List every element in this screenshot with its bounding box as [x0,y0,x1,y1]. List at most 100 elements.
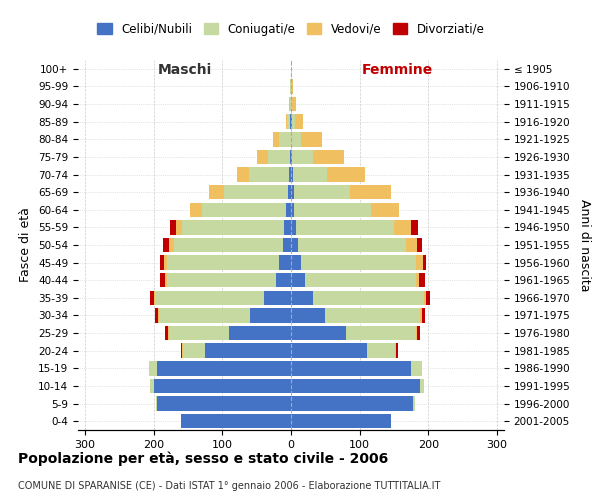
Bar [182,220,284,234]
Bar [346,326,416,340]
Bar [229,326,291,340]
Bar [301,256,416,270]
Bar [298,238,406,252]
Bar [413,396,415,411]
Bar [278,256,291,270]
Bar [154,378,291,393]
Bar [155,396,157,411]
Bar [416,256,423,270]
Bar [291,396,413,411]
Bar [286,202,291,217]
Text: Femmine: Femmine [362,62,433,76]
Bar [293,168,328,181]
Bar [291,273,305,287]
Bar [289,97,290,112]
Bar [287,114,290,129]
Bar [167,273,276,287]
Bar [249,168,289,181]
Bar [420,378,424,393]
Bar [427,290,430,305]
Bar [291,290,313,305]
Bar [395,344,396,358]
Bar [273,132,278,146]
Bar [291,238,298,252]
Bar [420,308,422,322]
Bar [278,132,291,146]
Bar [422,308,425,322]
Bar [396,344,398,358]
Bar [291,202,295,217]
Bar [291,344,367,358]
Bar [291,150,292,164]
Bar [290,97,291,112]
Bar [394,220,411,234]
Bar [157,396,291,411]
Bar [159,308,250,322]
Bar [411,220,418,234]
Bar [328,168,365,181]
Bar [170,220,176,234]
Bar [182,344,183,358]
Bar [167,256,278,270]
Bar [291,220,296,234]
Bar [294,185,350,200]
Bar [202,202,286,217]
Bar [237,168,249,181]
Text: Maschi: Maschi [157,62,212,76]
Bar [284,220,291,234]
Bar [295,114,304,129]
Bar [406,238,417,252]
Bar [290,79,291,94]
Bar [165,273,167,287]
Bar [268,150,290,164]
Bar [174,238,283,252]
Bar [291,308,325,322]
Bar [291,132,301,146]
Bar [150,290,154,305]
Bar [371,202,399,217]
Bar [169,326,229,340]
Bar [423,256,427,270]
Legend: Celibi/Nubili, Coniugati/e, Vedovi/e, Divorziati/e: Celibi/Nubili, Coniugati/e, Vedovi/e, Di… [92,18,490,40]
Bar [291,361,411,376]
Bar [155,290,263,305]
Bar [183,344,205,358]
Bar [291,326,346,340]
Bar [417,238,422,252]
Bar [290,150,291,164]
Bar [160,273,165,287]
Bar [411,361,422,376]
Bar [224,185,287,200]
Bar [150,378,154,393]
Bar [325,308,420,322]
Bar [291,378,420,393]
Bar [292,79,293,94]
Bar [154,290,155,305]
Bar [181,344,182,358]
Bar [164,256,167,270]
Y-axis label: Anni di nascita: Anni di nascita [578,198,592,291]
Bar [367,344,395,358]
Bar [291,114,292,129]
Bar [289,168,291,181]
Bar [424,290,427,305]
Bar [291,256,301,270]
Bar [350,185,391,200]
Bar [158,308,159,322]
Bar [190,202,202,217]
Bar [419,273,425,287]
Bar [291,97,292,112]
Bar [181,414,291,428]
Bar [257,150,268,164]
Bar [286,114,287,129]
Bar [295,202,371,217]
Bar [169,238,174,252]
Bar [292,97,296,112]
Text: COMUNE DI SPARANISE (CE) - Dati ISTAT 1° gennaio 2006 - Elaborazione TUTTITALIA.: COMUNE DI SPARANISE (CE) - Dati ISTAT 1°… [18,481,440,491]
Bar [291,185,294,200]
Bar [176,220,182,234]
Bar [305,273,416,287]
Bar [149,361,157,376]
Bar [290,114,291,129]
Bar [296,220,394,234]
